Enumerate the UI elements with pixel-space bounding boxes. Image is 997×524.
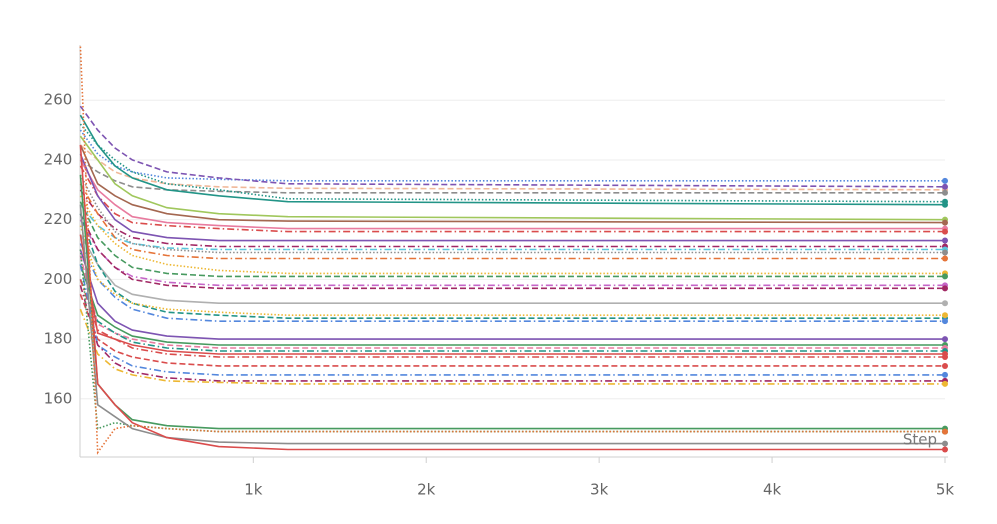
series-line (79, 213, 945, 290)
end-point (942, 183, 948, 190)
y-tick-label: 220 (44, 210, 73, 228)
series-line (79, 225, 945, 317)
series-line (79, 144, 945, 451)
series-line (79, 249, 945, 433)
series-line (79, 189, 945, 248)
x-axis-title: Step (903, 431, 937, 449)
series-line (79, 279, 945, 352)
series-line (79, 195, 945, 275)
series-line (79, 243, 945, 323)
x-tick-label: 1k (244, 481, 263, 499)
end-point (942, 336, 948, 343)
series-line (79, 204, 945, 445)
x-tick-label: 2k (417, 481, 436, 499)
end-point (942, 201, 948, 208)
x-tick-label: 3k (590, 481, 609, 499)
series-line (79, 234, 945, 355)
series-line (79, 279, 945, 358)
end-point (942, 362, 948, 369)
series-line (79, 294, 945, 367)
end-point (942, 273, 948, 280)
series-line (79, 123, 946, 203)
series-line (79, 249, 945, 340)
series-line (79, 204, 945, 251)
y-tick-label: 180 (44, 330, 73, 348)
end-point (942, 177, 948, 184)
end-point (942, 428, 948, 435)
end-point (942, 237, 948, 244)
end-point (942, 312, 948, 319)
end-point (942, 228, 948, 235)
series-line (79, 201, 945, 278)
series-line (79, 135, 946, 221)
series-line (79, 105, 946, 188)
series-line (79, 159, 945, 194)
series-line (79, 213, 945, 320)
series-line (79, 144, 946, 224)
series-line (79, 183, 945, 260)
end-point (942, 353, 948, 360)
end-point (942, 371, 948, 378)
series-line (79, 144, 946, 191)
end-point (942, 219, 948, 226)
end-point (942, 255, 948, 262)
end-point (942, 249, 948, 256)
series-line (79, 234, 945, 305)
series-line (79, 153, 945, 242)
y-tick-label: 160 (44, 389, 73, 407)
series-line (79, 308, 945, 385)
end-point (942, 446, 948, 453)
series-line (79, 219, 945, 287)
series-line (79, 165, 945, 233)
x-tick-label: 4k (763, 481, 782, 499)
series-line (79, 255, 945, 349)
series-line (79, 174, 945, 254)
series-line (79, 129, 945, 182)
y-tick-label: 240 (44, 150, 73, 168)
end-point (942, 440, 948, 447)
end-point (942, 189, 948, 196)
series-line (79, 264, 945, 346)
lines (79, 46, 948, 455)
end-point (942, 318, 948, 325)
end-point (942, 285, 948, 292)
series-line (79, 264, 945, 376)
end-point (942, 300, 948, 307)
series-line (79, 285, 945, 382)
y-tick-label: 200 (44, 270, 73, 288)
x-tick-label: 5k (936, 481, 955, 499)
series-line (79, 114, 946, 206)
end-point (942, 380, 948, 387)
y-tick-label: 260 (44, 91, 73, 109)
series-line (79, 159, 945, 230)
